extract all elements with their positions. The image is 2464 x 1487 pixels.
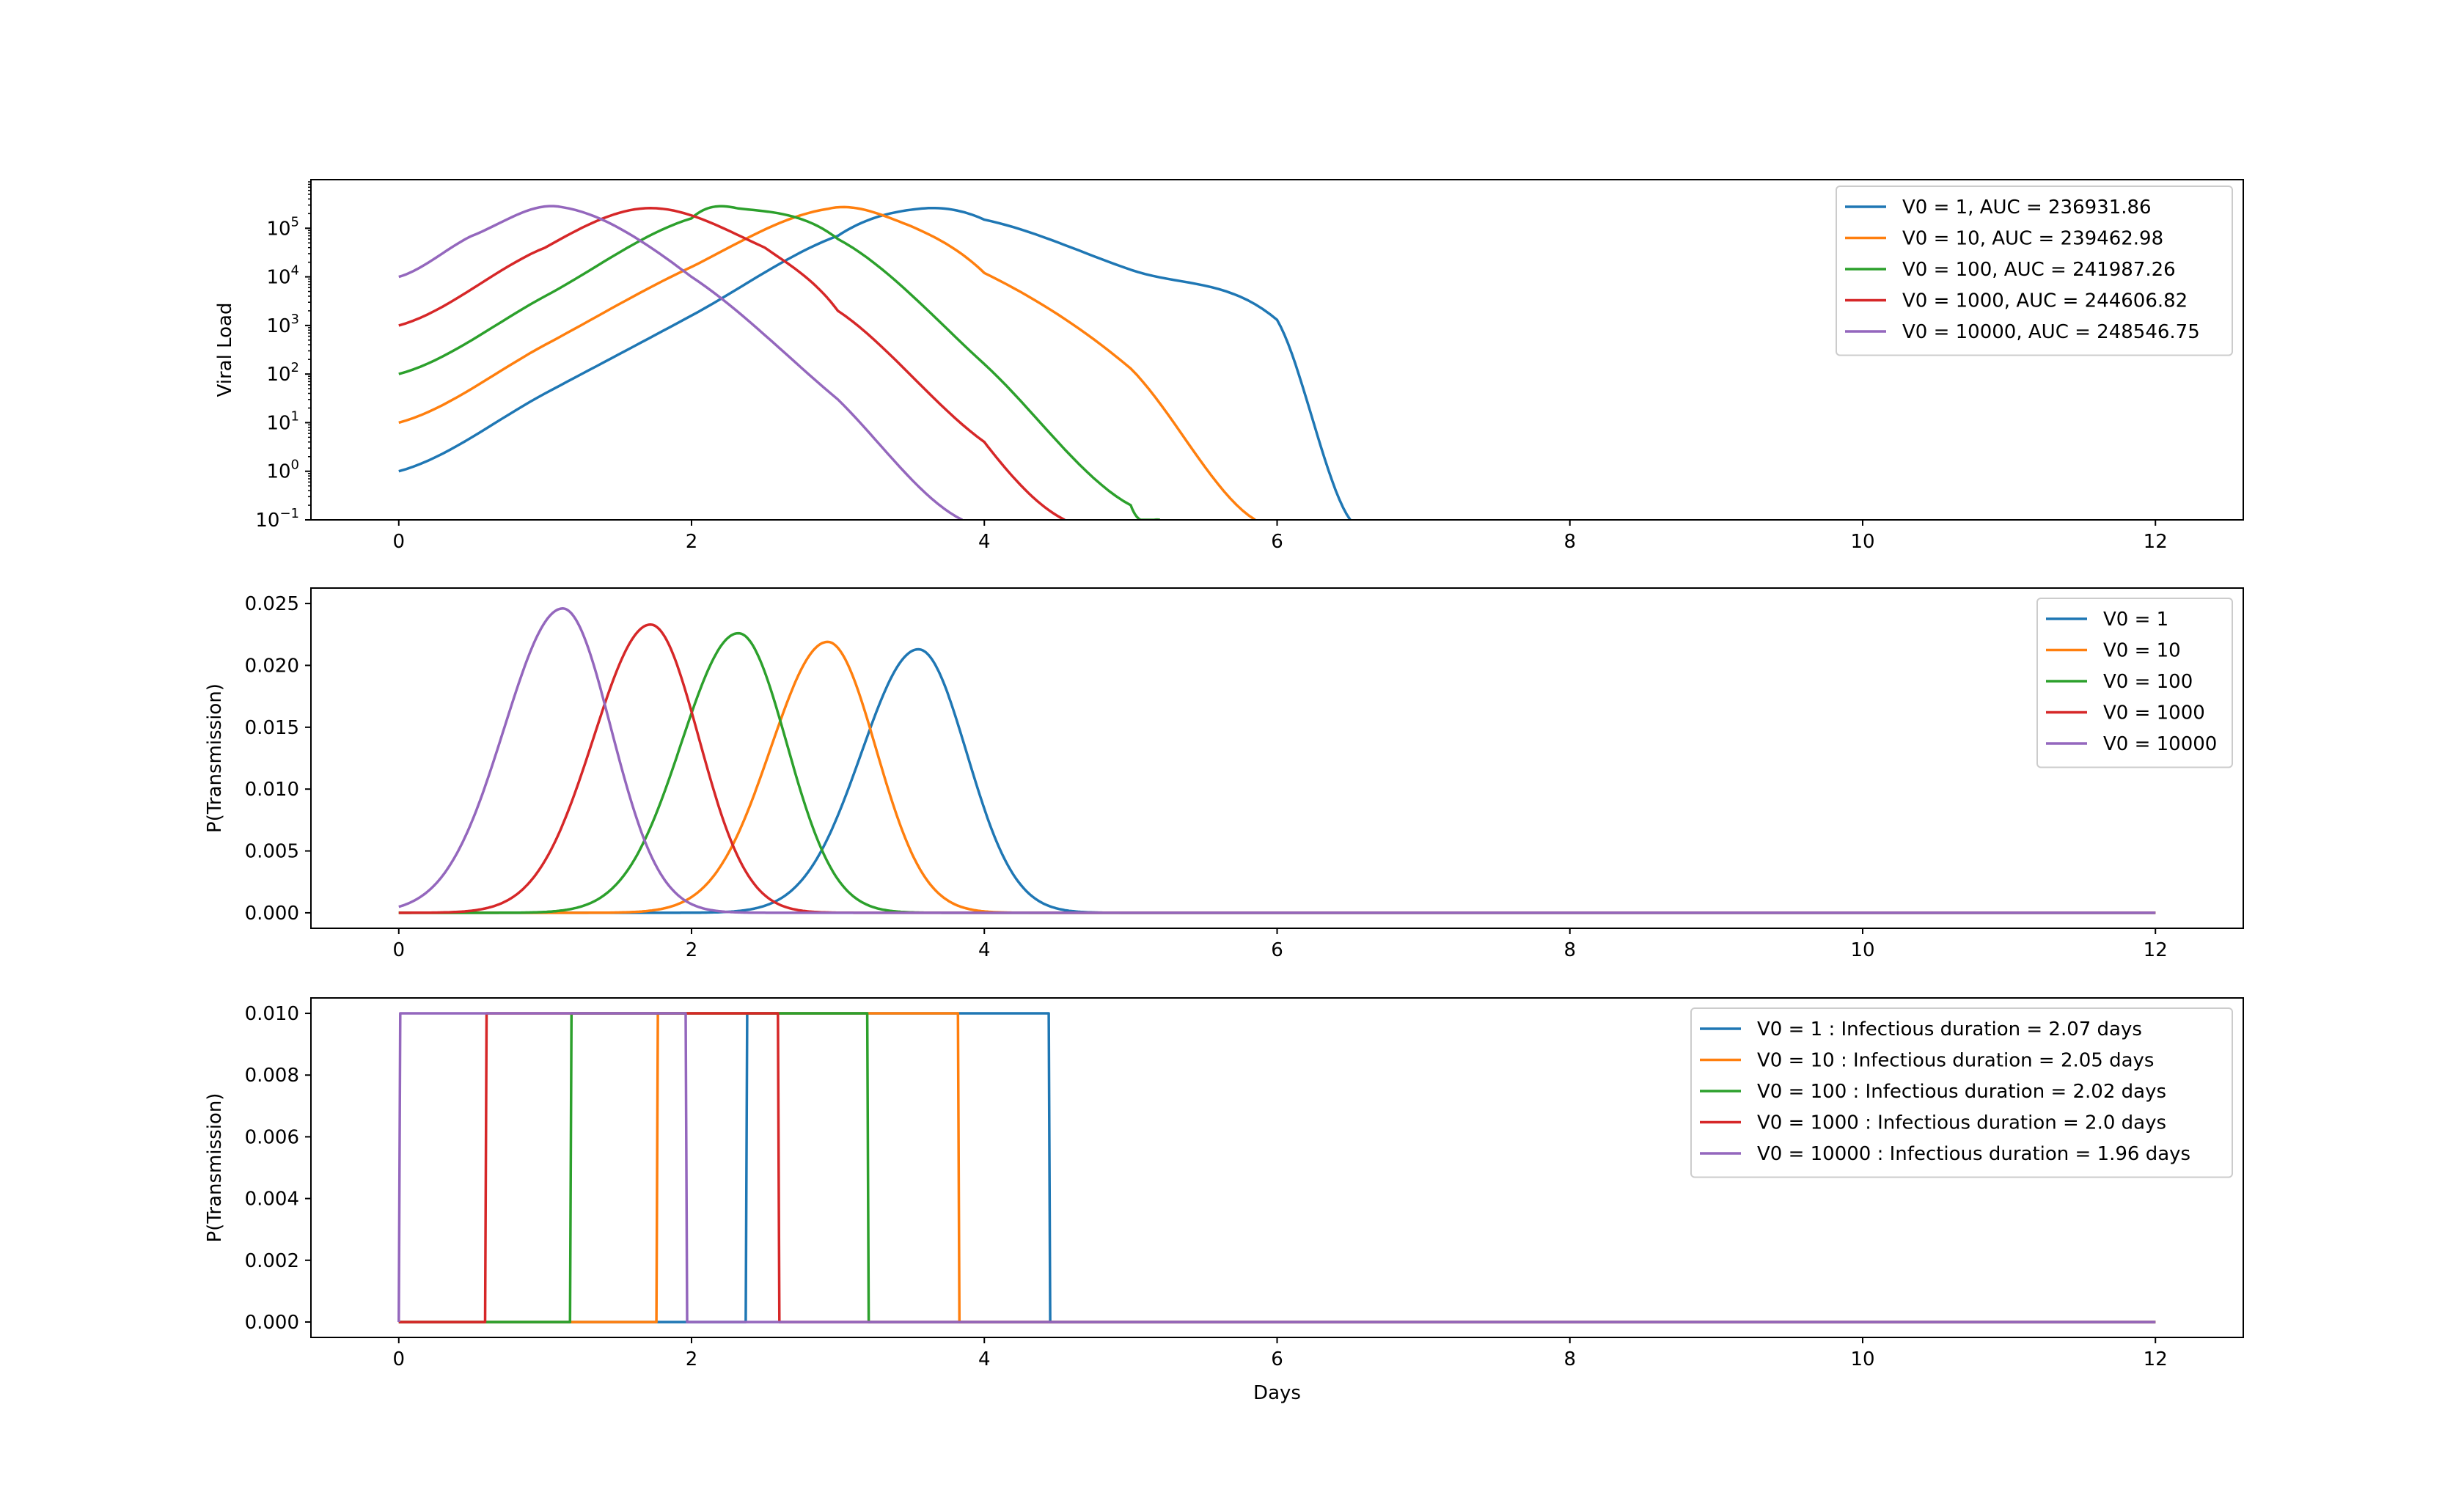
legend-entry: V0 = 100 : Infectious duration = 2.02 da…: [1757, 1081, 2166, 1103]
y-tick-label: 10−1: [255, 506, 299, 532]
legend-entry: V0 = 100: [2103, 671, 2193, 693]
legend-box: [1836, 186, 2233, 356]
x-tick-label: 0: [392, 531, 405, 553]
x-tick-label: 2: [686, 1348, 698, 1370]
series-line-4: [398, 207, 1066, 520]
series-group: [398, 205, 1352, 520]
y-tick-label: 0.004: [245, 1189, 299, 1211]
x-tick-label: 12: [2144, 1348, 2168, 1370]
y-axis-label: P(Transmission): [204, 1093, 226, 1243]
legend-entry: V0 = 10000 : Infectious duration = 1.96 …: [1757, 1143, 2190, 1165]
y-tick-label: 0.015: [245, 717, 299, 739]
x-tick-label: 8: [1563, 1348, 1576, 1370]
legend-entry: V0 = 10, AUC = 239462.98: [1902, 228, 2163, 250]
y-tick-label: 0.008: [245, 1065, 299, 1087]
y-tick-label: 0.010: [245, 1003, 299, 1025]
x-tick-label: 10: [1850, 1348, 1874, 1370]
y-tick-label: 0.025: [245, 593, 299, 615]
series-line-1: [398, 206, 1352, 520]
x-tick-label: 8: [1563, 531, 1576, 553]
y-tick-label: 104: [266, 263, 299, 289]
x-tick-label: 0: [392, 939, 405, 961]
series-line-5: [397, 1012, 2156, 1323]
x-tick-label: 2: [686, 939, 698, 961]
legend-entry: V0 = 1000: [2103, 702, 2205, 724]
y-tick-label: 0.006: [245, 1126, 299, 1148]
y-tick-label: 101: [266, 408, 299, 434]
x-tick-label: 6: [1271, 1348, 1283, 1370]
legend-entry: V0 = 1, AUC = 236931.86: [1902, 197, 2152, 219]
x-tick-label: 12: [2144, 531, 2168, 553]
subplot-1: 0 2 4 6 8 10 12 10−1 100 101 102 103 104 105 Viral Loa…: [214, 179, 2244, 553]
legend-entry: V0 = 10000: [2103, 733, 2217, 755]
x-tick-label: 4: [978, 1348, 991, 1370]
x-tick-label: 10: [1850, 531, 1874, 553]
y-tick-label: 100: [266, 458, 299, 483]
legend-box: [2036, 598, 2233, 768]
subplot-3: 0 2 4 6 8 10 12 0.000 0.002 0.004 0.006 0.008 0.010 P…: [204, 997, 2244, 1404]
x-tick-label: 12: [2144, 939, 2168, 961]
x-tick-label: 6: [1271, 939, 1283, 961]
y-tick-label: 0.000: [245, 903, 299, 925]
y-tick-label: 103: [266, 312, 299, 337]
y-axis-label: P(Transmission): [204, 683, 226, 833]
legend-entry: V0 = 100, AUC = 241987.26: [1902, 259, 2176, 281]
subplot-2: 0 2 4 6 8 10 12 0.000 0.005 0.010 0.015 0.020 0.025 P…: [204, 587, 2244, 961]
y-tick-label: 0.002: [245, 1250, 299, 1272]
legend-entry: V0 = 10000, AUC = 248546.75: [1902, 321, 2200, 343]
x-tick-label: 10: [1850, 939, 1874, 961]
x-tick-label: 4: [978, 939, 991, 961]
series-line-5: [398, 205, 964, 520]
legend-entry: V0 = 1: [2103, 609, 2168, 631]
series-line-1: [398, 647, 2156, 914]
series-line-2: [398, 205, 1256, 520]
series-line-3: [398, 631, 2156, 914]
y-tick-label: 0.020: [245, 655, 299, 677]
legend: V0 = 1 : Infectious duration = 2.07 days…: [1690, 1007, 2233, 1178]
series-line-5: [398, 607, 2156, 914]
x-tick-label: 2: [686, 531, 698, 553]
series-line-4: [398, 623, 2156, 914]
legend-box: [1690, 1007, 2233, 1178]
y-tick-label: 105: [266, 214, 299, 240]
y-tick-label: 0.000: [245, 1312, 299, 1334]
x-tick-label: 6: [1271, 531, 1283, 553]
axes-frame: [310, 587, 2244, 929]
x-tick-label: 4: [978, 531, 991, 553]
legend-entry: V0 = 1 : Infectious duration = 2.07 days: [1757, 1018, 2142, 1040]
y-tick-label: 0.005: [245, 841, 299, 863]
legend-entry: V0 = 1000, AUC = 244606.82: [1902, 290, 2188, 312]
series-group: [398, 607, 2156, 914]
legend: V0 = 1, AUC = 236931.86 V0 = 10, AUC = 23…: [1836, 186, 2233, 356]
legend-entry: V0 = 1000 : Infectious duration = 2.0 da…: [1757, 1112, 2166, 1134]
series-line-2: [398, 640, 2156, 914]
y-tick-label: 102: [266, 360, 299, 386]
y-axis-label: Viral Load: [214, 303, 236, 397]
legend: V0 = 1 V0 = 10 V0 = 100 V0 = 1000 V0 = 10000: [2036, 598, 2233, 768]
series-line-3: [398, 205, 1161, 520]
x-tick-label: 8: [1563, 939, 1576, 961]
x-axis-label: Days: [1253, 1382, 1301, 1404]
series-group: [397, 1012, 2156, 1323]
x-tick-label: 0: [392, 1348, 405, 1370]
y-tick-label: 0.010: [245, 779, 299, 801]
legend-entry: V0 = 10 : Infectious duration = 2.05 day…: [1757, 1050, 2154, 1072]
legend-entry: V0 = 10: [2103, 640, 2181, 662]
